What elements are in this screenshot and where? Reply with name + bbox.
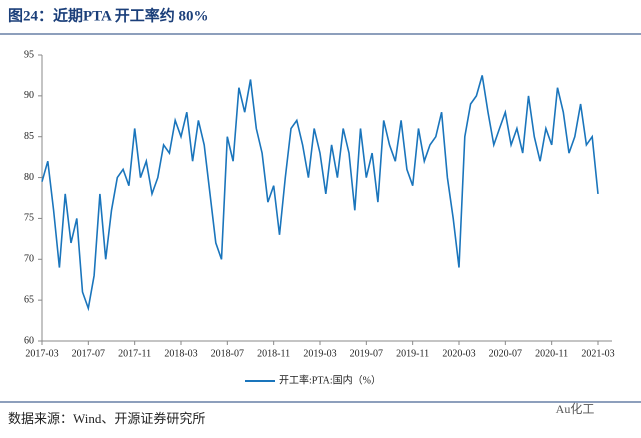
x-tick-label: 2018-03 (164, 348, 197, 359)
x-tick-label: 2017-03 (25, 348, 58, 359)
x-tick-label: 2018-07 (211, 348, 244, 359)
x-tick-label: 2020-11 (535, 348, 568, 359)
y-tick-label: 95 (24, 49, 34, 60)
y-tick-label: 75 (24, 213, 34, 224)
line-series (41, 75, 599, 312)
y-tick-label: 85 (24, 131, 34, 142)
x-tick-label: 2021-03 (581, 348, 614, 359)
y-tick-label: 70 (24, 254, 34, 265)
y-tick-label: 65 (24, 294, 34, 305)
x-tick-label: 2020-03 (442, 348, 475, 359)
y-tick-label: 90 (24, 90, 34, 101)
x-tick-label: 2019-11 (396, 348, 429, 359)
x-tick-label: 2018-11 (257, 348, 290, 359)
chart-title: 图24：近期PTA 开工率约 80% (8, 6, 209, 24)
source: 数据来源：Wind、开源证券研究所 (8, 411, 205, 426)
x-tick-label: 2020-07 (489, 348, 522, 359)
watermark: Au化工 (556, 402, 595, 416)
y-tick-label: 80 (24, 172, 34, 183)
y-tick-label: 60 (24, 335, 34, 346)
legend-label: 开工率:PTA:国内（%） (279, 373, 381, 386)
x-tick-label: 2017-11 (118, 348, 151, 359)
x-tick-label: 2019-07 (350, 348, 383, 359)
x-tick-label: 2017-07 (72, 348, 105, 359)
x-tick-label: 2019-03 (303, 348, 336, 359)
